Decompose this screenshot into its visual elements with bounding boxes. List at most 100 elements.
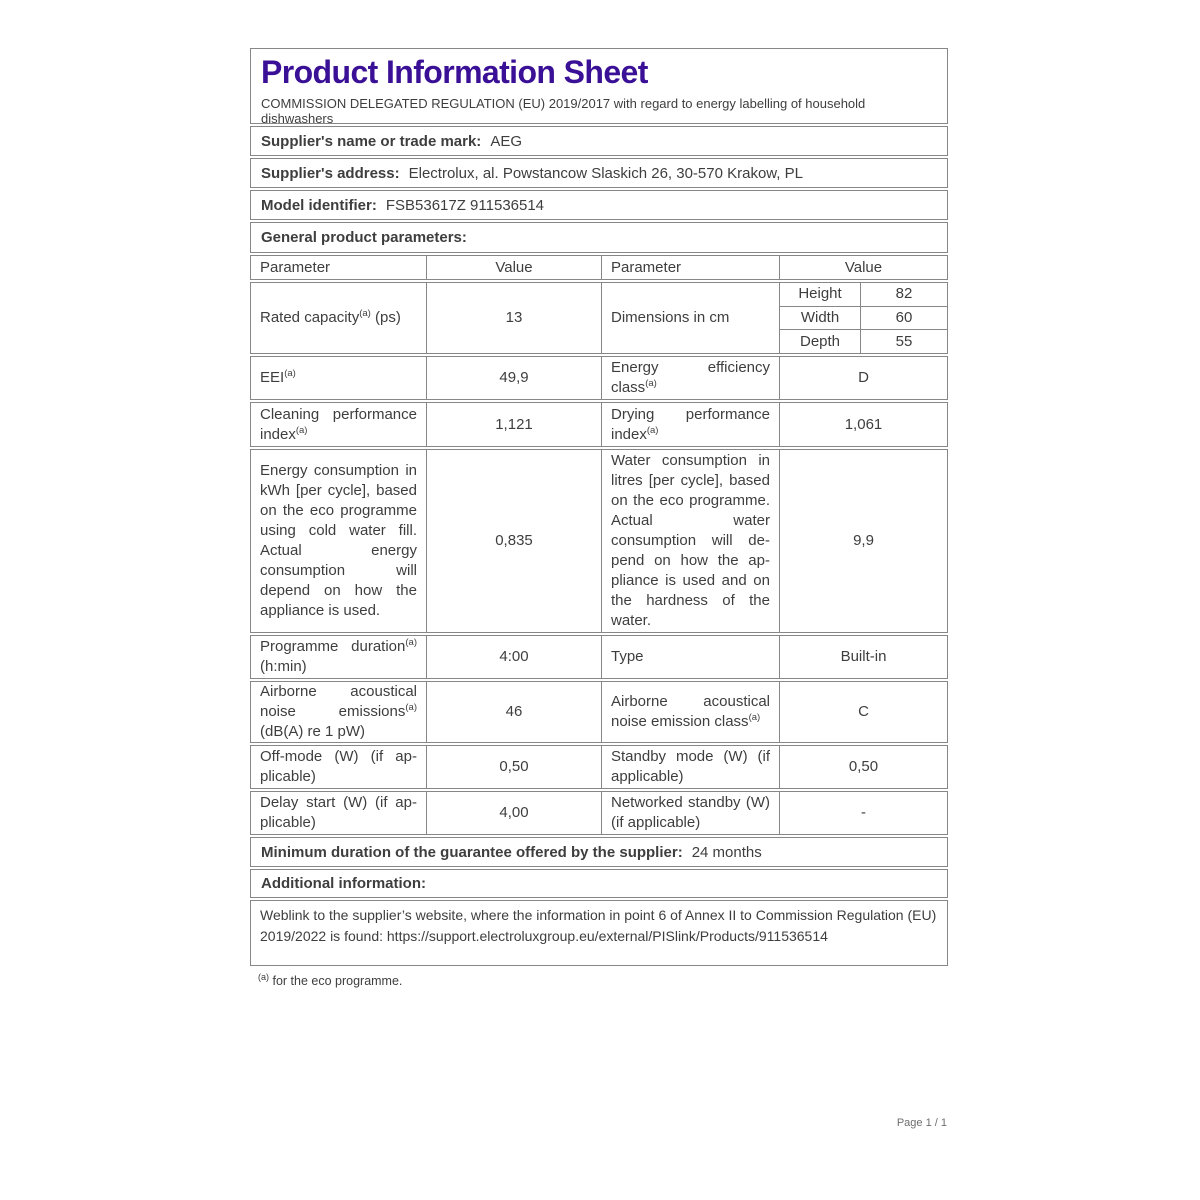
footnote-marker: (a) (646, 424, 659, 436)
page-title: Product Information Sheet (261, 54, 648, 90)
table-row-delay: Delay start (W) (if ap­plicable) 4,00 Ne… (250, 791, 948, 835)
footnote-marker: (a) (295, 424, 308, 436)
value-water-consumption: 9,9 (779, 450, 947, 632)
model-identifier-label: Model identifier: (261, 196, 377, 214)
param-water-consumption: Water consumption in litres [per cycle],… (601, 450, 779, 632)
param-noise-class: Airborne acoustical noise emission class… (601, 682, 779, 742)
param-off-mode: Off-mode (W) (if ap­plicable) (260, 748, 417, 785)
param-energy-class-label: Energy efficiency class (611, 359, 770, 396)
param-type: Type (601, 636, 779, 678)
model-identifier-value: FSB53617Z 911536514 (385, 196, 545, 214)
param-rated-capacity-unit: (ps) (370, 309, 401, 326)
additional-information-heading: Additional information: (261, 875, 426, 892)
supplier-address-label: Supplier's address: (261, 164, 400, 182)
value-programme-duration: 4:00 (426, 636, 601, 678)
dimension-depth-label: Depth (799, 332, 841, 350)
param-drying-index-label: Drying performance index (611, 405, 770, 443)
value-delay-start: 4,00 (426, 792, 601, 834)
param-standby-mode: Standby mode (W) (if applicable) (601, 746, 779, 788)
value-standby-mode: 0,50 (779, 746, 947, 788)
supplier-name-value: AEG (490, 132, 522, 150)
param-energy-class: Energy efficiency class(a) (601, 357, 779, 399)
weblink-text: Weblink to the supplier’s website, where… (260, 907, 937, 944)
additional-information-heading-row: Additional information: (250, 869, 948, 898)
param-noise-class-label: Airborne acoustical noise emission class (611, 693, 770, 730)
supplier-address-row: Supplier's address: Electrolux, al. Pows… (250, 158, 948, 188)
supplier-name-row: Supplier's name or trade mark: AEG (250, 126, 948, 156)
footnote: (a) for the eco programme. (250, 972, 948, 988)
product-information-sheet: Product Information Sheet COMMISSION DEL… (250, 48, 948, 988)
weblink-row: Weblink to the supplier’s website, where… (250, 900, 948, 966)
table-row-rated-capacity: Rated capacity(a) (ps) 13 Dimensions in … (250, 282, 948, 354)
value-rated-capacity: 13 (426, 283, 601, 353)
guarantee-row: Minimum duration of the guarantee offere… (250, 837, 948, 867)
value-energy-class: D (779, 357, 947, 399)
dimension-height-value: 82 (860, 283, 947, 306)
value-type: Built-in (779, 636, 947, 678)
header-parameter-1: Parameter (260, 258, 331, 276)
header-value-1: Value (426, 256, 601, 279)
general-parameters-heading-row: General product parameters: (250, 222, 948, 253)
supplier-name-label: Supplier's name or trade mark: (261, 132, 482, 150)
regulation-subtitle: COMMISSION DELEGATED REGULATION (EU) 201… (261, 96, 866, 126)
footnote-marker: (a) (359, 308, 371, 319)
param-programme-duration-unit: (h:min) (260, 658, 307, 675)
param-noise-emissions-unit: (dB(A) re 1 pW) (260, 723, 366, 740)
table-row-standby: Off-mode (W) (if ap­plicable) 0,50 Stand… (250, 745, 948, 789)
value-noise-class: C (779, 682, 947, 742)
table-row-noise: Airborne acoustical noise emissions(a) (… (250, 681, 948, 743)
param-energy-consumption: Energy consumption in kWh [per cycle], b… (260, 462, 417, 619)
dimension-depth-value: 55 (860, 330, 947, 353)
param-networked-standby: Networked standby (W) (if applicable) (601, 792, 779, 834)
general-parameters-heading: General product parameters: (261, 229, 467, 246)
page-number: Page 1 / 1 (896, 1117, 947, 1129)
title-block: Product Information Sheet COMMISSION DEL… (250, 48, 948, 126)
dimension-height-label: Height (798, 285, 842, 303)
header-value-2: Value (779, 256, 947, 279)
param-rated-capacity: Rated capacity(a) (ps) (251, 283, 426, 353)
footnote-marker: (a) (748, 712, 761, 723)
table-row-consumption: Energy consumption in kWh [per cycle], b… (250, 449, 948, 633)
weblink-url[interactable]: https://support.electroluxgroup.eu/exter… (386, 928, 828, 944)
value-energy-consumption: 0,835 (426, 450, 601, 632)
table-header-row: Parameter Value Parameter Value (250, 255, 948, 280)
dimension-width-value: 60 (860, 306, 947, 330)
dimension-row-depth: Depth 55 (780, 330, 947, 353)
param-noise-emissions-label: Airborne acoustical noise emissions (260, 683, 417, 720)
dimensions-subtable: Height 82 Width 60 Depth 55 (779, 283, 947, 353)
footnote-text: for the eco programme. (269, 974, 403, 989)
guarantee-value: 24 months (691, 843, 762, 861)
param-programme-duration: Programme duration(a) (h:min) (251, 636, 426, 678)
dimension-row-width: Width 60 (780, 306, 947, 331)
param-eei-label: EEI (260, 369, 285, 386)
value-eei: 49,9 (426, 357, 601, 399)
param-cleaning-index-label: Cleaning performance index (260, 405, 417, 443)
param-delay-start: Delay start (W) (if ap­plicable) (260, 794, 417, 831)
footnote-marker: (a) (258, 972, 269, 982)
param-noise-emissions: Airborne acoustical noise emissions(a) (… (251, 682, 426, 742)
footnote-marker: (a) (405, 637, 417, 648)
header-parameter-2: Parameter (601, 256, 779, 279)
supplier-address-value: Electrolux, al. Powstancow Slaskich 26, … (408, 164, 803, 182)
param-rated-capacity-label: Rated capacity (260, 309, 360, 326)
table-row-performance-index: Cleaning performance index(a) 1,121 Dryi… (250, 402, 948, 447)
dimension-width-label: Width (800, 309, 840, 326)
dimension-row-height: Height 82 (780, 283, 947, 307)
value-noise-emissions: 46 (426, 682, 601, 742)
param-dimensions: Dimensions in cm (601, 283, 779, 353)
value-cleaning-index: 1,121 (426, 403, 601, 446)
param-cleaning-index: Cleaning performance index(a) (251, 403, 426, 446)
model-identifier-row: Model identifier: FSB53617Z 911536514 (250, 190, 948, 220)
value-drying-index: 1,061 (779, 403, 947, 446)
table-row-duration-type: Programme duration(a) (h:min) 4:00 Type … (250, 635, 948, 679)
param-drying-index: Drying performance index(a) (601, 403, 779, 446)
footnote-marker: (a) (284, 368, 296, 379)
footnote-marker: (a) (405, 702, 417, 713)
table-row-eei: EEI(a) 49,9 Energy efficiency class(a) D (250, 356, 948, 400)
footnote-marker: (a) (645, 378, 657, 389)
value-networked-standby: - (779, 792, 947, 834)
value-off-mode: 0,50 (426, 746, 601, 788)
param-programme-duration-label: Programme duration (260, 638, 406, 655)
param-eei: EEI(a) (251, 357, 426, 399)
guarantee-label: Minimum duration of the guarantee offere… (261, 843, 683, 861)
